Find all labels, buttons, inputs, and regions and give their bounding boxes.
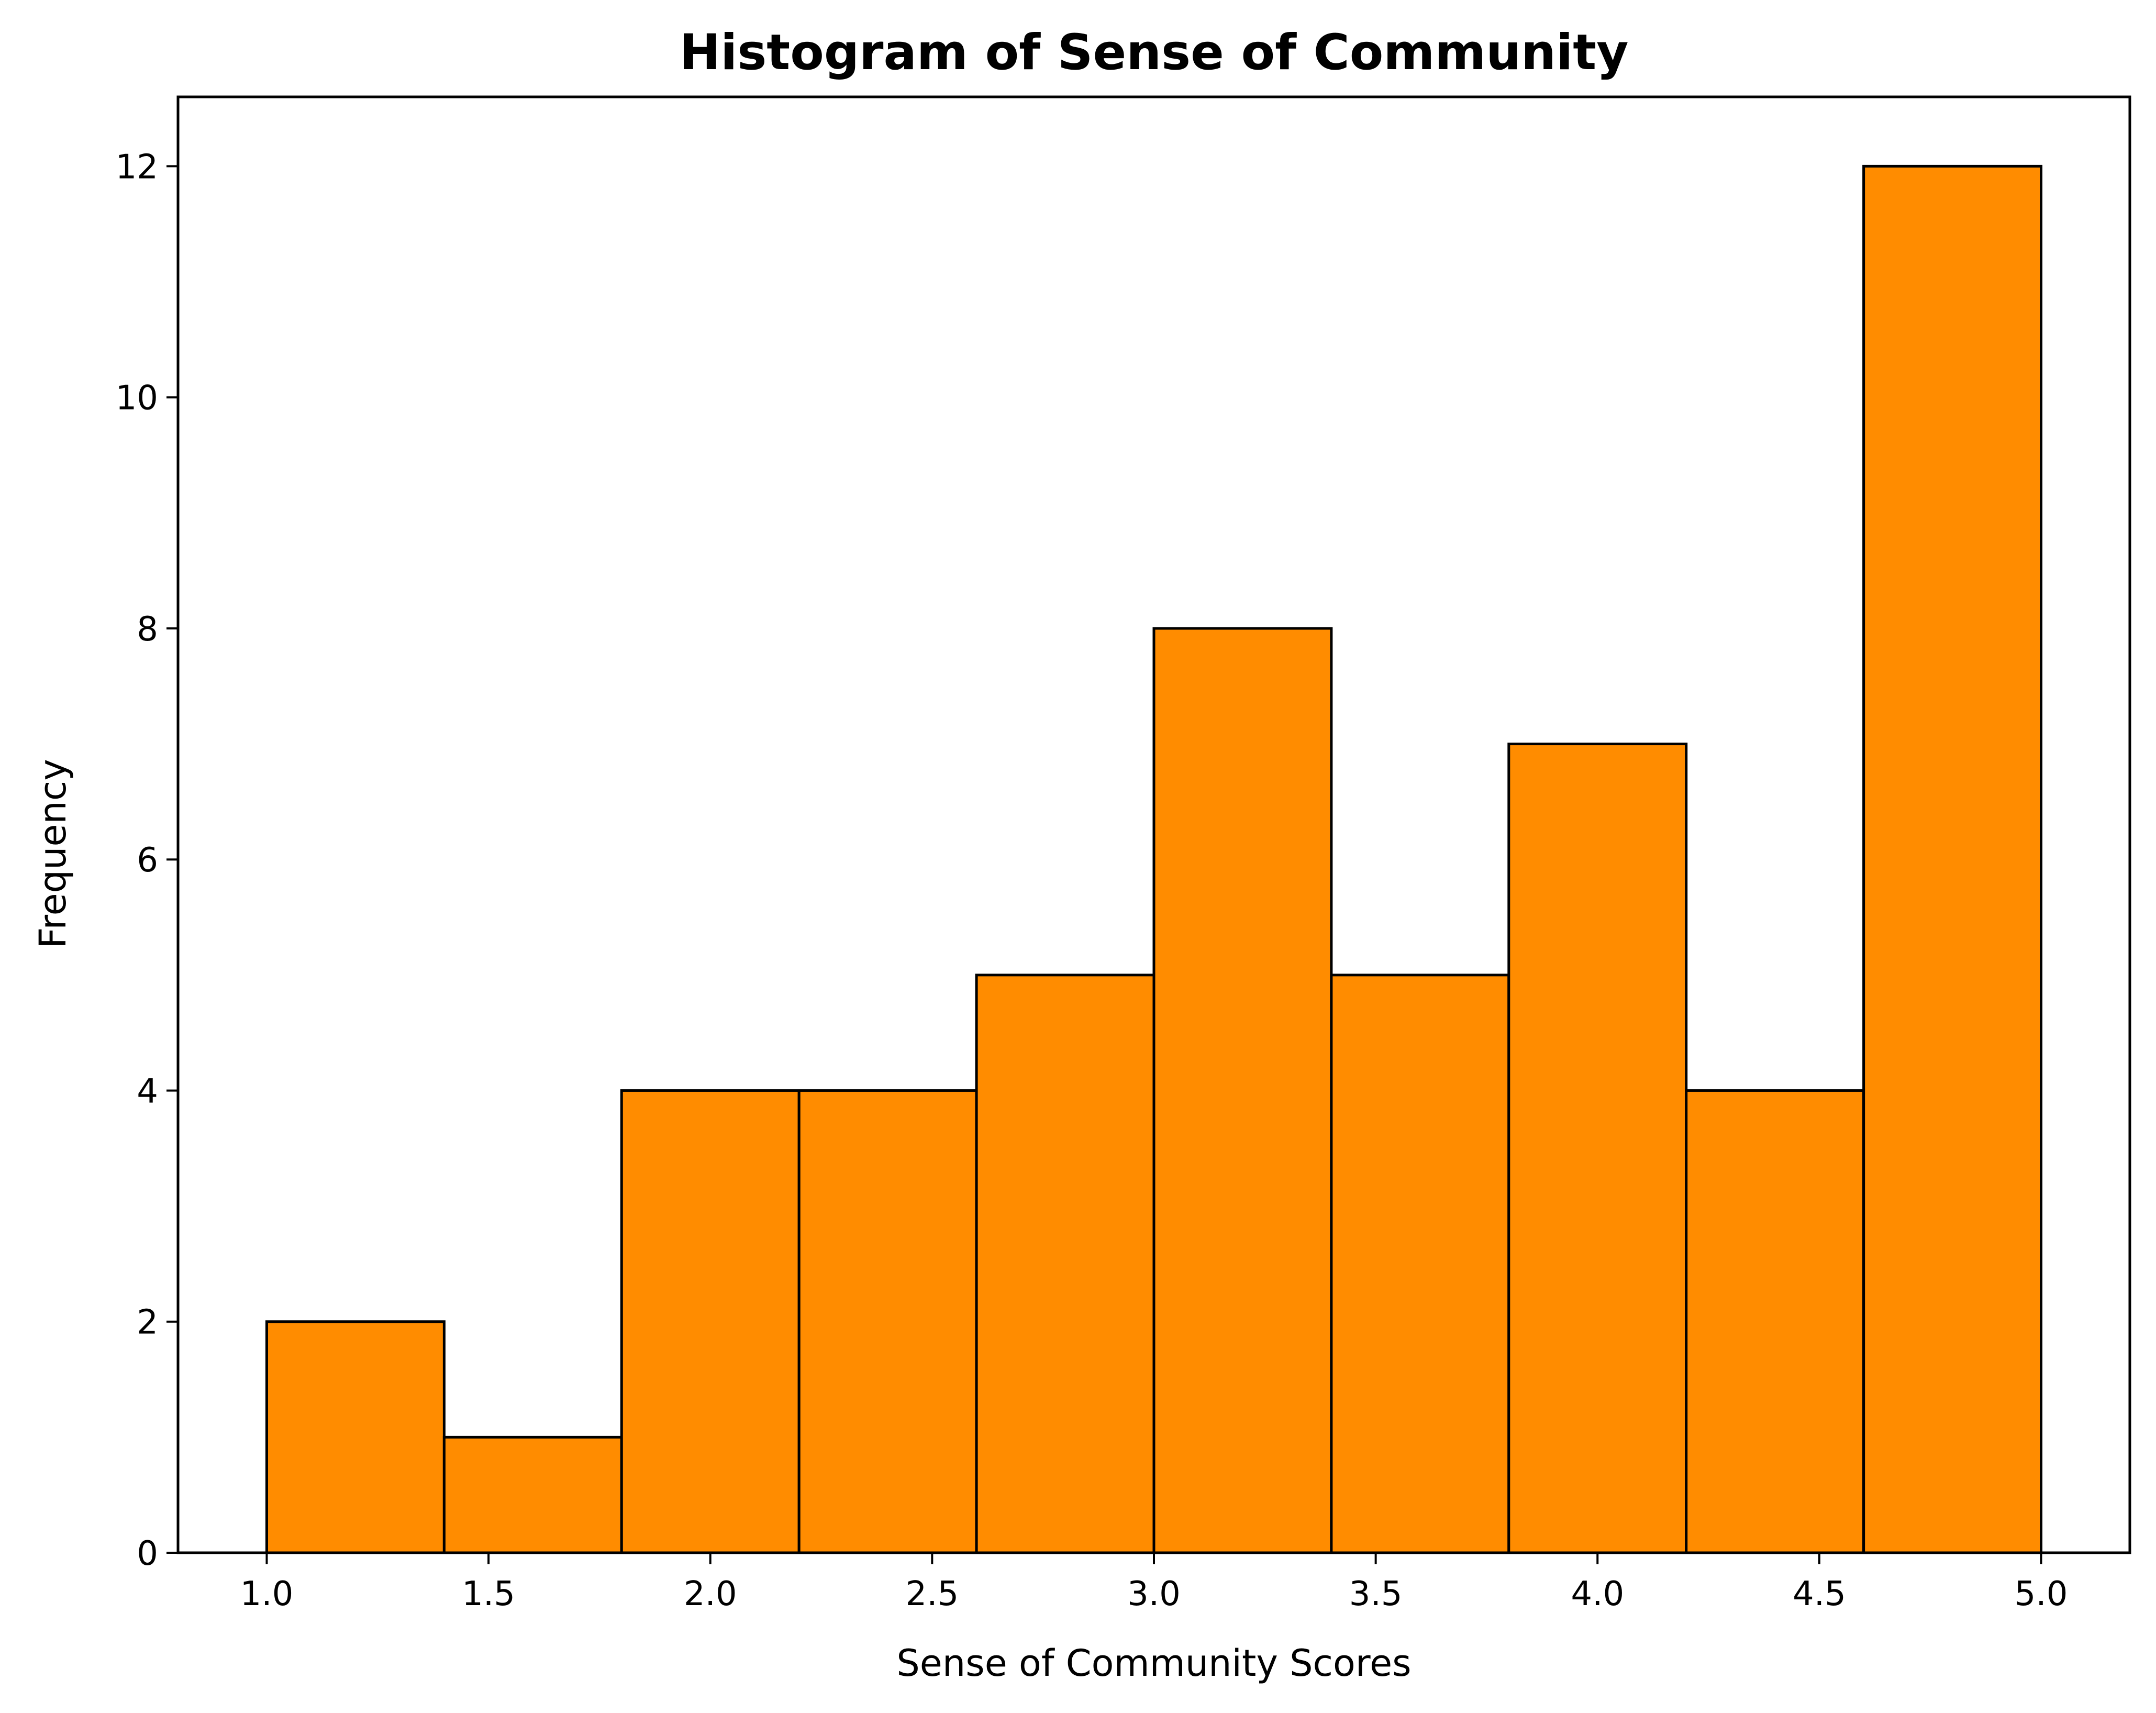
x-tick-label: 1.0 (240, 1575, 294, 1613)
histogram-bar (1507, 743, 1688, 1554)
x-tick-label: 4.5 (1793, 1575, 1846, 1613)
histogram-bar (797, 1089, 978, 1554)
x-tick-label: 3.0 (1127, 1575, 1181, 1613)
y-axis-ticks: 0 2 4 6 8 10 12 (116, 148, 178, 1573)
x-tick-label: 2.5 (905, 1575, 959, 1613)
y-axis-label: Frequency (31, 759, 74, 948)
plot-area-frame (176, 95, 2131, 1554)
chart-title: Histogram of Sense of Community (679, 24, 1628, 81)
y-tick-label: 2 (137, 1303, 158, 1342)
x-tick-label: 2.0 (684, 1575, 737, 1613)
y-tick-label: 6 (137, 841, 158, 880)
x-tick-label: 4.0 (1571, 1575, 1624, 1613)
x-tick-label: 1.5 (462, 1575, 515, 1613)
x-axis-ticks: 1.0 1.5 2.0 2.5 3.0 3.5 4.0 4.5 5.0 (240, 1553, 2068, 1613)
bars-group (265, 164, 2043, 1554)
histogram-bar (975, 974, 1155, 1554)
x-tick-label: 5.0 (2015, 1575, 2068, 1613)
y-tick-label: 4 (137, 1072, 158, 1111)
histogram-bar (620, 1089, 801, 1554)
x-axis-label: Sense of Community Scores (896, 1642, 1411, 1685)
histogram-bar (1862, 164, 2043, 1554)
y-tick-label: 0 (137, 1534, 158, 1573)
histogram-bar (265, 1320, 446, 1554)
y-tick-label: 12 (116, 148, 158, 186)
histogram-bar (1152, 627, 1333, 1554)
x-tick-label: 3.5 (1349, 1575, 1403, 1613)
y-tick-label: 8 (137, 610, 158, 649)
histogram-bar (1685, 1089, 1865, 1554)
histogram-bar (1330, 974, 1510, 1554)
histogram-bar (442, 1435, 623, 1554)
y-tick-label: 10 (116, 379, 158, 418)
